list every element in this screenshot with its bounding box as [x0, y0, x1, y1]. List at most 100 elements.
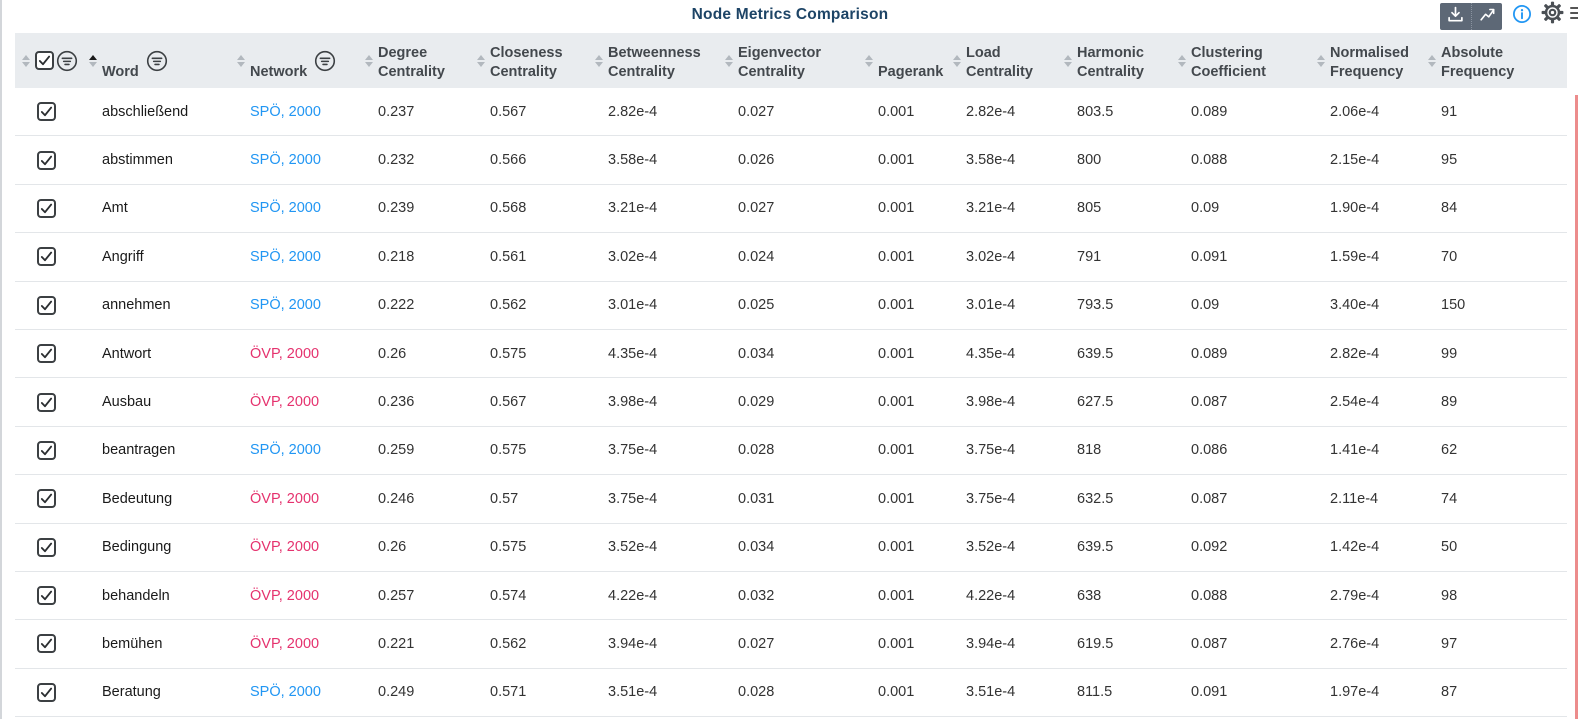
sort-arrows[interactable]: [723, 54, 735, 67]
cell-select: [15, 669, 85, 716]
column-header-pagerank[interactable]: Pagerank: [861, 33, 949, 88]
sort-arrows[interactable]: [1426, 54, 1438, 67]
download-button[interactable]: [1440, 3, 1471, 30]
column-header-word[interactable]: Word: [85, 33, 233, 88]
checkmark-icon: [40, 348, 53, 359]
cell-clustering: 0.087: [1191, 490, 1228, 507]
sort-descending-icon[interactable]: [1064, 61, 1072, 67]
column-header-degree[interactable]: Degree Centrality: [361, 33, 473, 88]
column-header-load[interactable]: Load Centrality: [949, 33, 1060, 88]
column-header-absolute[interactable]: Absolute Frequency: [1424, 33, 1567, 88]
row-checkbox[interactable]: [37, 150, 56, 170]
cell-absolute: 87: [1441, 684, 1458, 701]
sort-ascending-icon[interactable]: [865, 54, 873, 60]
menu-icon[interactable]: [1570, 7, 1578, 19]
sort-ascending-icon[interactable]: [1178, 54, 1186, 60]
sort-ascending-icon[interactable]: [89, 54, 97, 60]
cell-absolute: 91: [1441, 103, 1458, 120]
table-row: bemühen ÖVP, 2000 0.221 0.562 3.94e-4 0.027 0.…: [15, 620, 1567, 669]
sort-descending-icon[interactable]: [865, 61, 873, 67]
sort-arrows[interactable]: [1315, 54, 1327, 67]
column-header-select[interactable]: [15, 33, 85, 88]
cell-closeness: 0.575: [490, 442, 527, 459]
sort-ascending-icon[interactable]: [953, 54, 961, 60]
sort-ascending-icon[interactable]: [725, 54, 733, 60]
sort-arrows[interactable]: [235, 54, 247, 67]
sort-descending-icon[interactable]: [1178, 61, 1186, 67]
sort-arrows[interactable]: [87, 54, 99, 67]
sort-descending-icon[interactable]: [1317, 61, 1325, 67]
cell-normalised: 2.76e-4: [1330, 635, 1380, 652]
cell-closeness: 0.566: [490, 152, 527, 169]
sort-arrows[interactable]: [20, 54, 32, 67]
sort-arrows[interactable]: [593, 54, 605, 67]
column-header-network[interactable]: Network: [233, 33, 361, 88]
sort-descending-icon[interactable]: [365, 61, 373, 67]
sort-ascending-icon[interactable]: [477, 54, 485, 60]
row-checkbox[interactable]: [37, 344, 56, 364]
column-header-harmonic[interactable]: Harmonic Centrality: [1060, 33, 1174, 88]
filter-icon[interactable]: [146, 50, 168, 72]
column-labelbox: Eigenvector Centrality: [738, 40, 861, 82]
row-checkbox[interactable]: [37, 295, 56, 315]
sort-descending-icon[interactable]: [953, 61, 961, 67]
row-checkbox[interactable]: [37, 586, 56, 606]
column-header-clustering[interactable]: Clustering Coefficient: [1174, 33, 1313, 88]
cell-pagerank: 0.001: [878, 442, 915, 459]
sort-descending-icon[interactable]: [22, 61, 30, 67]
sort-arrows[interactable]: [951, 54, 963, 67]
select-all-checkbox[interactable]: [35, 51, 54, 70]
sort-arrows[interactable]: [363, 54, 375, 67]
row-checkbox[interactable]: [37, 634, 56, 654]
column-header-betweenness[interactable]: Betweenness Centrality: [591, 33, 721, 88]
cell-degree: 0.236: [378, 394, 415, 411]
cell-closeness: 0.561: [490, 248, 527, 265]
cell-clustering: 0.089: [1191, 103, 1228, 120]
column-labelbox: Degree Centrality: [378, 40, 473, 82]
cell-word: Beratung: [102, 684, 161, 701]
column-header-eigenvector[interactable]: Eigenvector Centrality: [721, 33, 861, 88]
sort-ascending-icon[interactable]: [1064, 54, 1072, 60]
filter-icon[interactable]: [56, 50, 78, 72]
sort-ascending-icon[interactable]: [22, 54, 30, 60]
table-row: Angriff SPÖ, 2000 0.218 0.561 3.02e-4 0.024 0.…: [15, 233, 1567, 282]
info-button[interactable]: [1511, 4, 1533, 27]
column-header-normalised[interactable]: Normalised Frequency: [1313, 33, 1424, 88]
cell-pagerank: 0.001: [878, 345, 915, 362]
row-checkbox[interactable]: [37, 247, 56, 267]
row-checkbox[interactable]: [37, 392, 56, 412]
row-checkbox[interactable]: [37, 537, 56, 557]
cell-degree: 0.249: [378, 684, 415, 701]
sort-ascending-icon[interactable]: [1428, 54, 1436, 60]
sort-descending-icon[interactable]: [477, 61, 485, 67]
row-checkbox[interactable]: [37, 198, 56, 218]
sort-descending-icon[interactable]: [725, 61, 733, 67]
column-label-closeness: Closeness Centrality: [490, 44, 563, 80]
cell-select: [15, 136, 85, 183]
cell-betweenness: 3.51e-4: [608, 684, 658, 701]
sort-ascending-icon[interactable]: [365, 54, 373, 60]
row-checkbox[interactable]: [37, 682, 56, 702]
cell-absolute: 99: [1441, 345, 1458, 362]
row-checkbox[interactable]: [37, 489, 56, 509]
sort-descending-icon[interactable]: [237, 61, 245, 67]
row-checkbox[interactable]: [37, 440, 56, 460]
sort-ascending-icon[interactable]: [595, 54, 603, 60]
row-checkbox[interactable]: [37, 102, 56, 122]
cell-betweenness: 3.01e-4: [608, 297, 658, 314]
sort-ascending-icon[interactable]: [237, 54, 245, 60]
sort-descending-icon[interactable]: [1428, 61, 1436, 67]
sort-ascending-icon[interactable]: [1317, 54, 1325, 60]
sort-descending-icon[interactable]: [595, 61, 603, 67]
filter-icon[interactable]: [314, 50, 336, 72]
settings-button[interactable]: [1541, 1, 1563, 26]
sort-arrows[interactable]: [1062, 54, 1074, 67]
sort-arrows[interactable]: [475, 54, 487, 67]
sort-descending-icon[interactable]: [89, 61, 97, 67]
column-header-closeness[interactable]: Closeness Centrality: [473, 33, 591, 88]
checkmark-icon: [40, 542, 53, 552]
sort-arrows[interactable]: [863, 54, 875, 67]
sort-arrows[interactable]: [1176, 54, 1188, 67]
trend-chart-button[interactable]: [1471, 3, 1502, 30]
vertical-scrollbar[interactable]: [1575, 95, 1578, 719]
